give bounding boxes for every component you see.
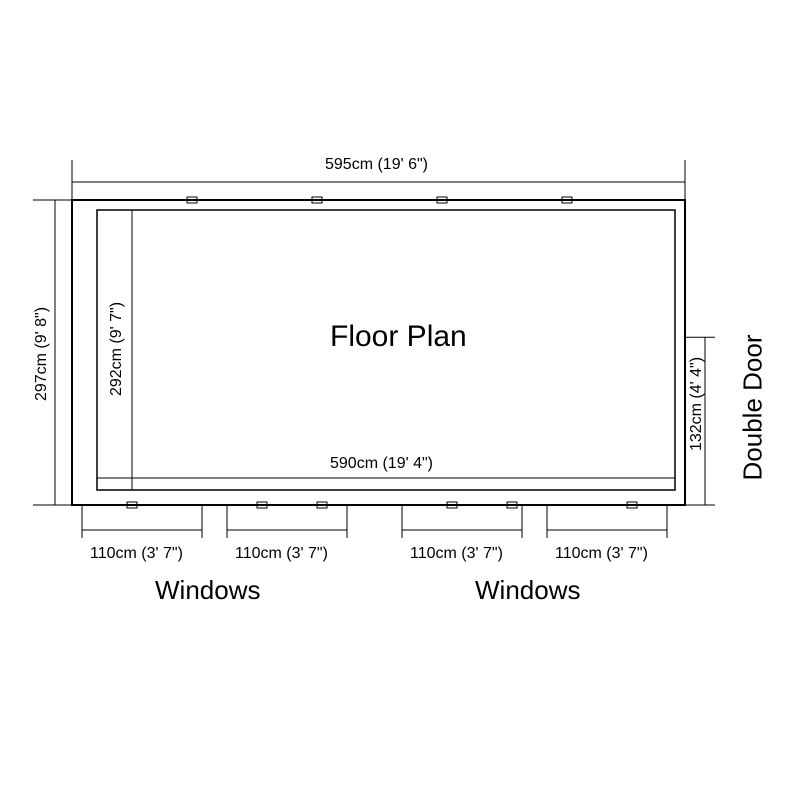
dim-left-outer: 297cm (9' 8") (33, 307, 51, 401)
dim-bottom-inner: 590cm (19' 4") (330, 455, 433, 473)
windows-label-left: Windows (155, 575, 260, 606)
dim-window-1: 110cm (3' 7") (235, 545, 328, 563)
dim-door: 132cm (4' 4") (688, 357, 706, 451)
dim-top: 595cm (19' 6") (325, 156, 428, 174)
dim-window-3: 110cm (3' 7") (555, 545, 648, 563)
windows-label-right: Windows (475, 575, 580, 606)
floor-plan-title: Floor Plan (330, 320, 467, 354)
floor-plan-drawing (0, 0, 800, 800)
dim-left-inner: 292cm (9' 7") (108, 302, 126, 396)
dim-window-0: 110cm (3' 7") (90, 545, 183, 563)
door-label: Double Door (737, 335, 768, 481)
dim-window-2: 110cm (3' 7") (410, 545, 503, 563)
